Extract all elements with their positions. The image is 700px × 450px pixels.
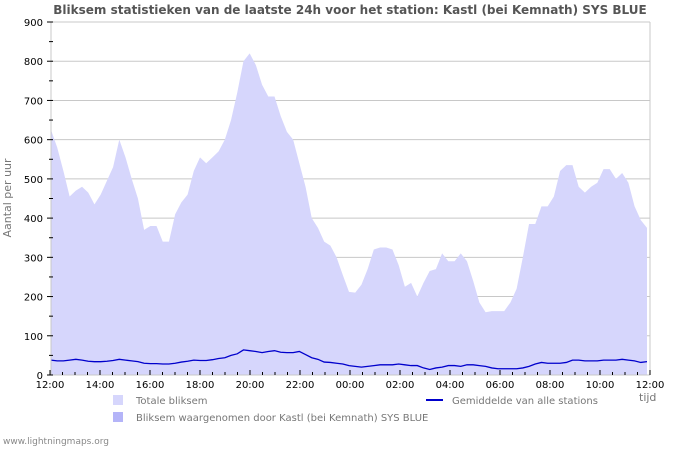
x-axis-label: tijd [639,391,656,404]
x-tick-label: 00:00 [336,380,365,391]
y-tick-label: 800 [24,57,43,68]
x-tick-label: 06:00 [486,380,515,391]
x-axis-ticks: 12:00 14:00 16:00 18:00 20:00 22:00 00:00 02:00… [36,370,665,391]
y-tick-label: 700 [24,96,43,107]
y-tick-label: 900 [24,18,43,29]
x-tick-label: 18:00 [186,380,215,391]
x-tick-label: 02:00 [386,380,415,391]
average-all-stations-line [50,349,648,371]
y-axis-ticks: 0 100 200 300 400 500 600 700 800 900 [24,18,53,382]
y-tick-label: 300 [24,253,43,264]
y-tick-label: 200 [24,293,43,304]
x-tick-label: 10:00 [586,380,615,391]
x-tick-label: 14:00 [86,380,115,391]
x-tick-label: 12:00 [636,380,665,391]
x-tick-label: 22:00 [286,380,315,391]
legend-label-average: Gemiddelde van alle stations [452,396,598,407]
legend-label-station: Bliksem waargenomen door Kastl (bei Kemn… [136,413,428,424]
legend: Totale bliksem Bliksem waargenomen door … [113,395,598,424]
legend-swatch-station [113,412,123,422]
x-tick-label: 04:00 [436,380,465,391]
total-lightning-area [51,53,647,375]
legend-swatch-total [113,395,123,405]
x-tick-label: 08:00 [536,380,565,391]
y-tick-label: 0 [37,371,43,382]
x-tick-label: 20:00 [236,380,265,391]
y-axis-label: Aantal per uur [1,158,14,238]
x-tick-label: 16:00 [136,380,165,391]
y-tick-label: 500 [24,175,43,186]
y-tick-label: 400 [24,214,43,225]
chart-title: Bliksem statistieken van de laatste 24h … [53,3,647,17]
legend-label-total: Totale bliksem [135,396,207,407]
y-tick-label: 600 [24,136,43,147]
x-tick-label: 12:00 [36,380,65,391]
y-tick-label: 100 [24,332,43,343]
footer-source-link[interactable]: www.lightningmaps.org [3,437,109,447]
